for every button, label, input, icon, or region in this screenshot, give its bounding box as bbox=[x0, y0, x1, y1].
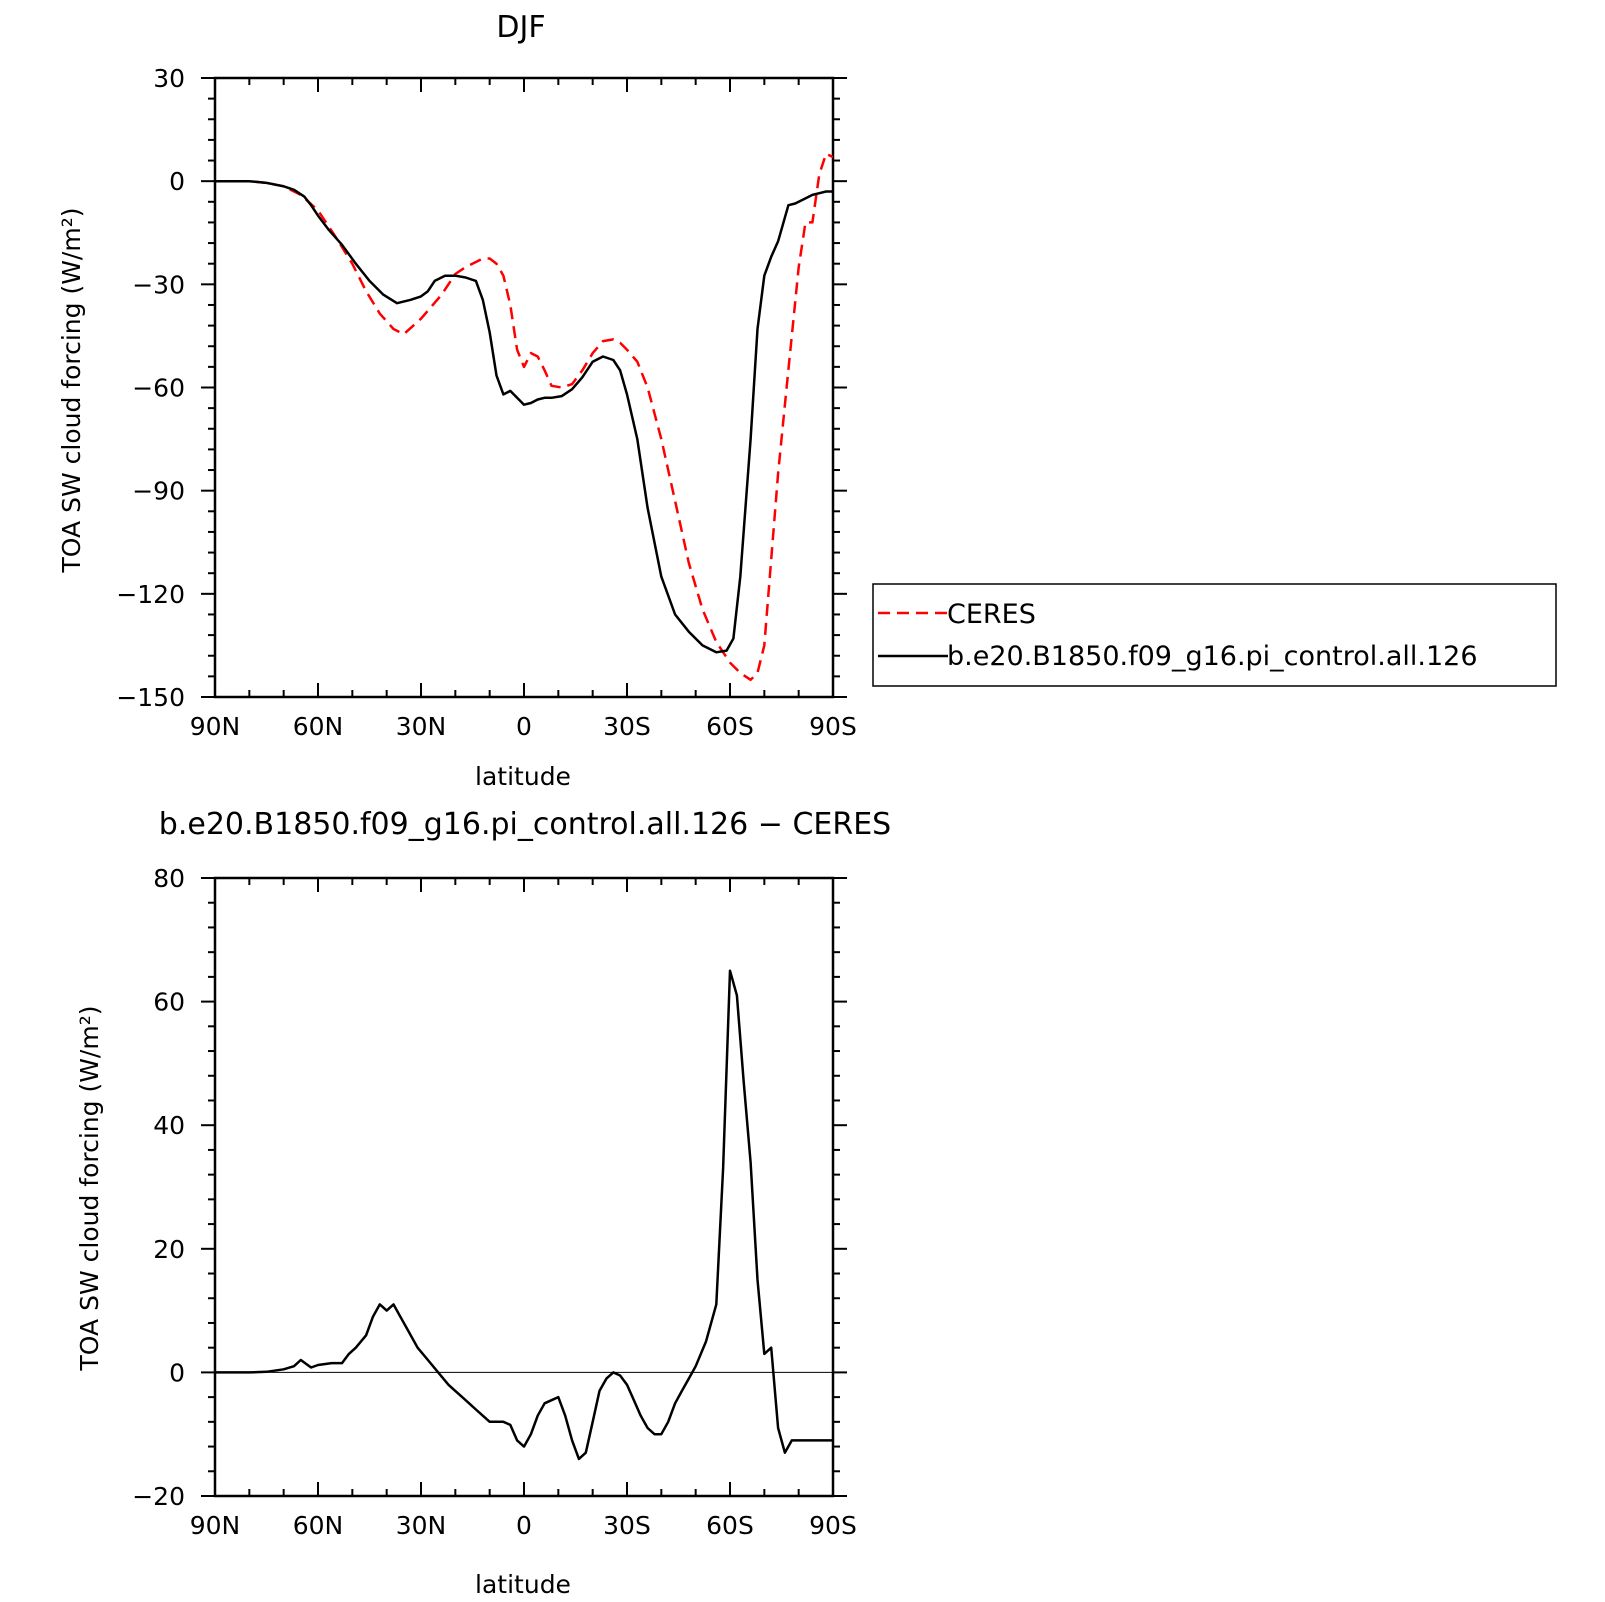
y-tick-label: 0 bbox=[169, 167, 185, 196]
y-axis-label: TOA SW cloud forcing (W/m²) bbox=[75, 1006, 104, 1372]
y-tick-label: 80 bbox=[153, 864, 185, 893]
plot-frame bbox=[213, 76, 835, 699]
legend-label-model: b.e20.B1850.f09_g16.pi_control.all.126 bbox=[947, 641, 1478, 672]
y-tick-label: 40 bbox=[153, 1111, 185, 1140]
series-line-ceres bbox=[215, 152, 834, 682]
x-axis-label: latitude bbox=[475, 1570, 571, 1599]
x-axis-label: latitude bbox=[475, 762, 571, 791]
y-tick-label: −20 bbox=[132, 1482, 185, 1511]
legend-label-ceres: CERES bbox=[947, 599, 1036, 630]
plot-frame bbox=[213, 876, 835, 1498]
x-tick-label: 30N bbox=[396, 712, 447, 741]
x-tick-label: 90S bbox=[809, 712, 857, 741]
y-tick-label: −30 bbox=[132, 270, 185, 299]
x-tick-label: 30N bbox=[396, 1511, 447, 1540]
x-tick-label: 0 bbox=[516, 1511, 532, 1540]
x-tick-label: 0 bbox=[516, 712, 532, 741]
x-tick-label: 60N bbox=[293, 712, 344, 741]
y-tick-label: −60 bbox=[132, 374, 185, 403]
y-tick-label: 60 bbox=[153, 988, 185, 1017]
y-tick-label: −120 bbox=[116, 580, 185, 609]
bottom-chart: b.e20.B1850.f09_g16.pi_control.all.126 −… bbox=[75, 807, 891, 1599]
y-tick-label: 30 bbox=[153, 64, 185, 93]
y-axis-label: TOA SW cloud forcing (W/m²) bbox=[57, 208, 86, 574]
x-tick-label: 90N bbox=[190, 712, 241, 741]
legend: CERES b.e20.B1850.f09_g16.pi_control.all… bbox=[872, 583, 1557, 687]
legend-box bbox=[872, 583, 1557, 687]
top-chart: DJF latitude TOA SW cloud forcing (W/m²)… bbox=[57, 10, 857, 791]
y-tick-label: −150 bbox=[116, 683, 185, 712]
chart-title: b.e20.B1850.f09_g16.pi_control.all.126 −… bbox=[159, 807, 891, 842]
series-line-difference bbox=[215, 969, 833, 1461]
x-tick-label: 30S bbox=[603, 712, 651, 741]
y-tick-label: −90 bbox=[132, 477, 185, 506]
x-tick-label: 90N bbox=[190, 1511, 241, 1540]
y-tick-label: 0 bbox=[169, 1358, 185, 1387]
chart-title: DJF bbox=[496, 10, 545, 45]
series-line-b-e20-b1850-f09-g16-pi-control-all-126 bbox=[215, 179, 833, 654]
x-tick-label: 60S bbox=[706, 712, 754, 741]
y-tick-label: 20 bbox=[153, 1235, 185, 1264]
x-tick-label: 30S bbox=[603, 1511, 651, 1540]
x-tick-label: 90S bbox=[809, 1511, 857, 1540]
x-tick-label: 60S bbox=[706, 1511, 754, 1540]
x-tick-label: 60N bbox=[293, 1511, 344, 1540]
